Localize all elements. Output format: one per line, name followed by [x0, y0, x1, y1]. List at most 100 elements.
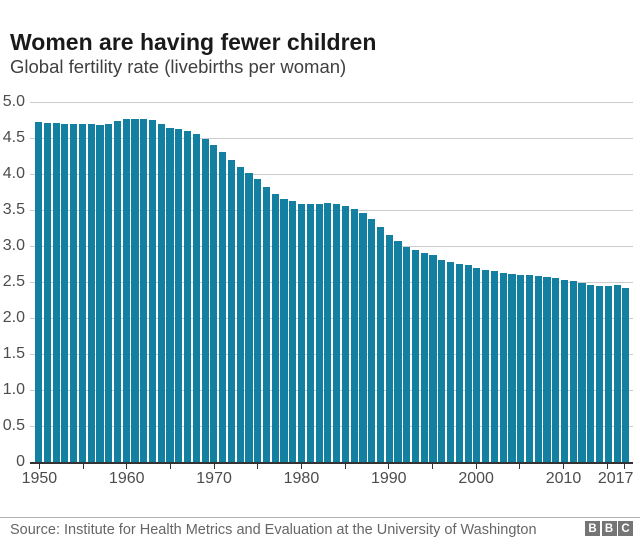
- x-axis-baseline: [30, 462, 633, 464]
- y-axis-label-5.0: 5.0: [2, 93, 25, 110]
- bar-2003: [499, 273, 507, 462]
- bar-2005: [517, 274, 525, 462]
- bar-1968: [192, 133, 200, 462]
- x-axis-label-2000: 2000: [458, 470, 494, 487]
- bar-1997: [446, 261, 455, 462]
- gridline-3.5: [30, 210, 633, 211]
- bar-1964: [157, 123, 165, 462]
- bar-1950: [35, 122, 43, 462]
- x-tick-1950: [38, 464, 40, 469]
- x-tick-2017: [624, 464, 626, 469]
- x-axis-label-1970: 1970: [196, 470, 232, 487]
- bar-2002: [490, 271, 498, 462]
- bar-1972: [227, 159, 236, 462]
- bar-1996: [438, 259, 446, 462]
- bar-1958: [105, 123, 113, 462]
- bar-1981: [306, 204, 314, 462]
- y-axis-label-1.0: 1.0: [2, 381, 25, 398]
- bar-1993: [411, 250, 420, 462]
- plot-area: [30, 102, 633, 464]
- bbc-logo-letter: C: [618, 521, 633, 536]
- x-tick-2010: [562, 464, 564, 469]
- page-title: Women are having fewer children: [10, 29, 377, 56]
- bar-1980: [297, 203, 306, 462]
- bar-1986: [350, 209, 358, 462]
- bar-1957: [96, 125, 104, 462]
- bar-1963: [148, 120, 157, 462]
- bar-2010: [560, 279, 569, 462]
- bar-1998: [455, 264, 463, 462]
- bar-2007: [534, 276, 542, 462]
- x-tick-1985: [344, 464, 346, 469]
- bar-1961: [131, 118, 139, 462]
- bar-1979: [289, 201, 297, 462]
- bar-2000: [473, 267, 481, 462]
- y-axis-label-0.5: 0.5: [2, 417, 25, 434]
- bar-2012: [578, 282, 586, 462]
- bar-1982: [315, 203, 323, 462]
- bbc-logo-letter: B: [585, 521, 600, 536]
- gridline-2.5: [30, 282, 633, 283]
- bar-1992: [403, 246, 411, 462]
- bar-2009: [552, 278, 560, 462]
- bar-1995: [429, 255, 437, 462]
- bar-1990: [385, 235, 393, 462]
- bar-1966: [175, 129, 183, 462]
- bar-1976: [262, 186, 271, 462]
- source-text: Source: Institute for Health Metrics and…: [10, 522, 537, 538]
- bar-1974: [245, 173, 253, 462]
- bar-1994: [420, 253, 428, 462]
- y-axis-label-4.5: 4.5: [2, 129, 25, 146]
- y-axis-label-4.0: 4.0: [2, 165, 25, 182]
- bar-1952: [52, 122, 60, 462]
- gridline-0.5: [30, 426, 633, 427]
- x-tick-2005: [519, 464, 521, 469]
- gridline-1: [30, 390, 633, 391]
- bar-2004: [508, 274, 516, 462]
- x-tick-1965: [169, 464, 171, 469]
- bar-1973: [236, 166, 244, 462]
- y-axis-label-2.5: 2.5: [2, 273, 25, 290]
- x-tick-1975: [257, 464, 259, 469]
- gridline-4.5: [30, 138, 633, 139]
- y-axis-labels: 0 0.5 1.0 1.5 2.0 2.5 3.0 3.5 4.0 4.5 5.0: [0, 0, 25, 549]
- bar-1984: [333, 203, 341, 462]
- bar-1977: [271, 194, 279, 462]
- bar-1970: [210, 145, 218, 462]
- gridline-5: [30, 102, 633, 103]
- x-tick-1995: [431, 464, 433, 469]
- y-axis-label-3.5: 3.5: [2, 201, 25, 218]
- x-axis-label-2017: 2017: [597, 470, 634, 487]
- bar-1955: [78, 123, 86, 462]
- x-tick-2000: [475, 464, 477, 469]
- bar-1989: [376, 226, 385, 462]
- y-axis-label-1.5: 1.5: [2, 345, 25, 362]
- bar-1971: [219, 152, 227, 462]
- bar-2011: [569, 281, 577, 462]
- bar-1983: [324, 202, 332, 462]
- x-axis-labels: 1950 1960 1970 1980 1990 2000 2010 2017: [22, 470, 634, 490]
- bar-1987: [359, 212, 367, 462]
- bar-1978: [280, 199, 288, 462]
- bar-1999: [464, 265, 472, 462]
- x-tick-1960: [126, 464, 128, 469]
- bar-2016: [613, 284, 621, 462]
- gridline-3: [30, 246, 633, 247]
- gridline-4: [30, 174, 633, 175]
- bar-1969: [201, 139, 209, 462]
- bar-1988: [368, 218, 376, 462]
- bar-2008: [543, 276, 551, 462]
- bar-2014: [596, 286, 604, 462]
- y-axis-label-0: 0: [16, 453, 25, 470]
- x-tick-2015: [606, 464, 608, 469]
- x-axis-label-1980: 1980: [283, 470, 320, 487]
- x-axis-label-1960: 1960: [108, 470, 145, 487]
- bar-1954: [70, 123, 78, 462]
- x-tick-1980: [300, 464, 302, 469]
- bar-1960: [122, 119, 130, 462]
- bbc-logo-letter: B: [601, 521, 617, 536]
- bar-1951: [43, 122, 51, 462]
- bar-1962: [140, 118, 148, 462]
- x-tick-1970: [213, 464, 215, 469]
